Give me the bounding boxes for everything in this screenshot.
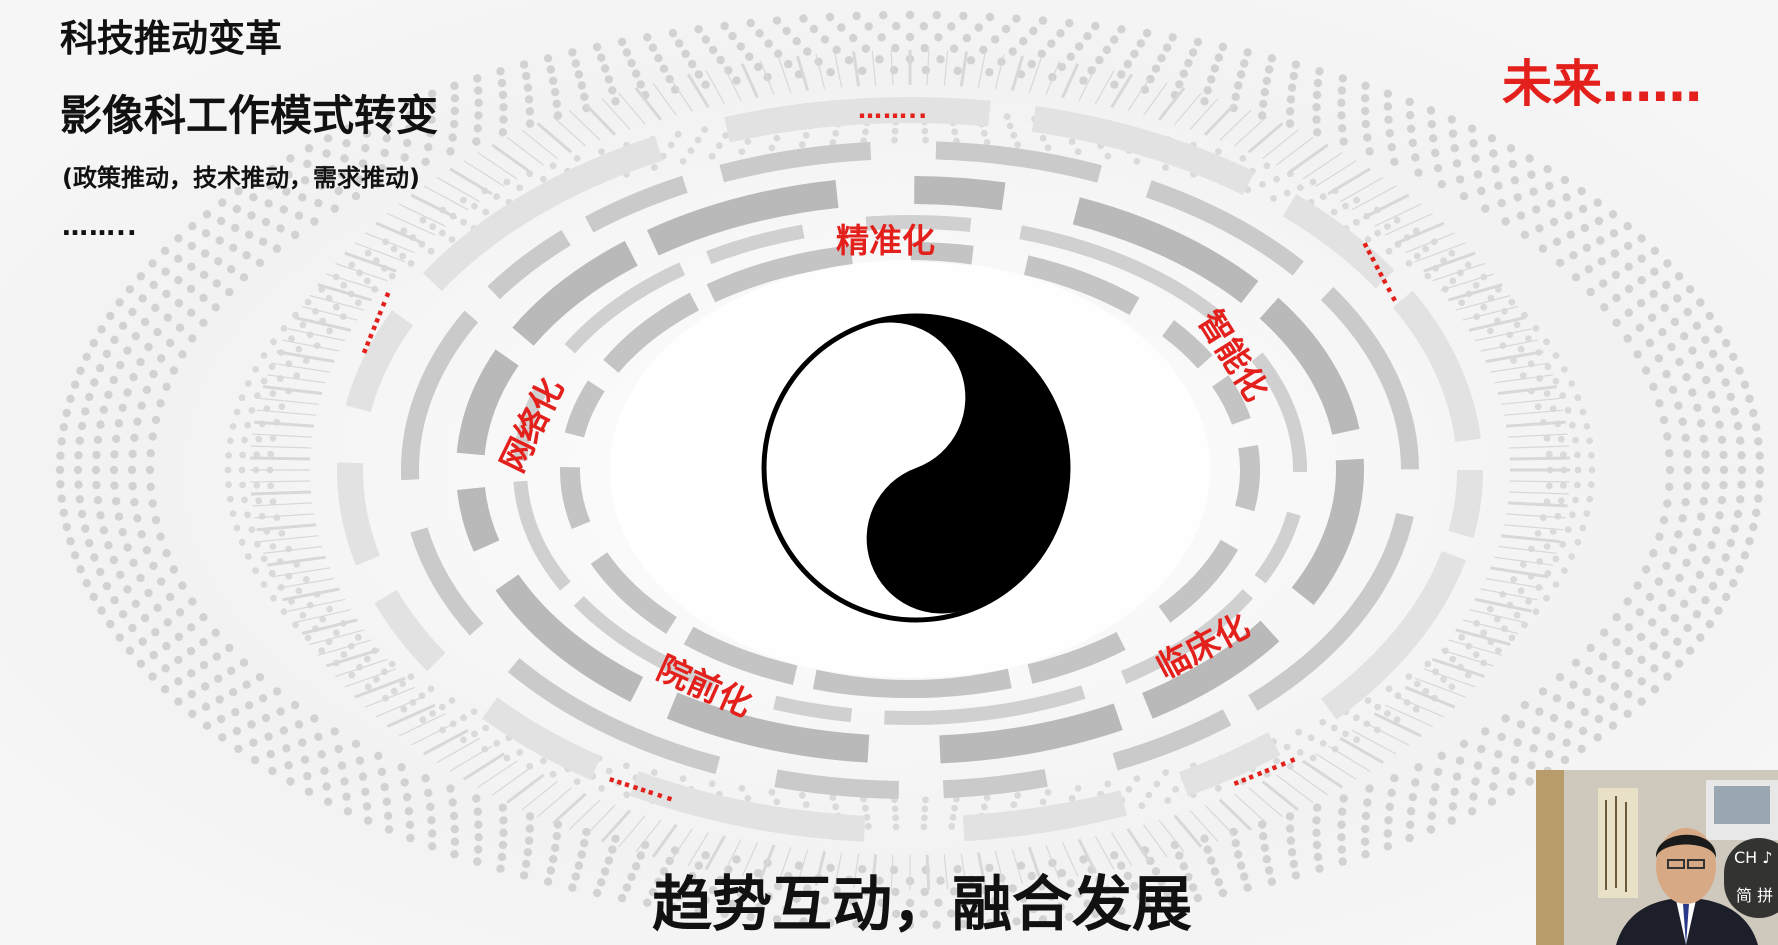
title-line-2: 影像科工作模式转变 <box>60 91 439 140</box>
title-line-1: 科技推动变革 <box>60 17 282 60</box>
dots-top: …….. <box>858 96 929 124</box>
footer-slogan: 趋势互动，融合发展 <box>652 870 1192 940</box>
ellipsis-left: …….. <box>62 212 138 242</box>
ime-indicator[interactable]: CH ♪ 简 拼 <box>1724 838 1778 918</box>
future-heading: 未来…… <box>1502 55 1702 113</box>
label-precision: 精准化 <box>836 221 935 260</box>
ime-mode: CH ♪ <box>1734 848 1773 867</box>
subtitle: (政策推动，技术推动，需求推动) <box>62 164 420 192</box>
yin-yang-icon <box>761 313 1071 623</box>
ime-type: 简 拼 <box>1736 886 1774 905</box>
